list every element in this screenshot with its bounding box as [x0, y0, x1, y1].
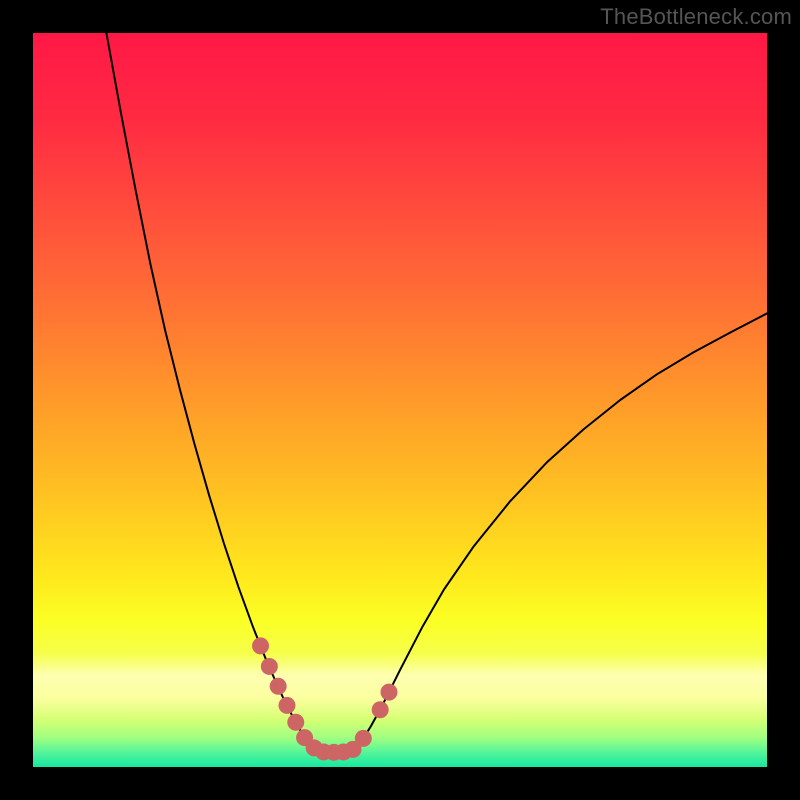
- watermark-text: TheBottleneck.com: [600, 4, 792, 30]
- marker-dot: [355, 730, 372, 747]
- marker-dot: [270, 678, 287, 695]
- marker-dot: [380, 684, 397, 701]
- marker-dot: [261, 658, 278, 675]
- chart-container: { "watermark": { "text": "TheBottleneck.…: [0, 0, 800, 800]
- plot-area: [33, 33, 767, 767]
- line-layer: [33, 33, 767, 767]
- marker-dot: [287, 714, 304, 731]
- marker-dot: [278, 697, 295, 714]
- marker-dot: [252, 637, 269, 654]
- bottleneck-curve: [106, 33, 767, 752]
- markers-group: [252, 637, 397, 760]
- marker-dot: [372, 701, 389, 718]
